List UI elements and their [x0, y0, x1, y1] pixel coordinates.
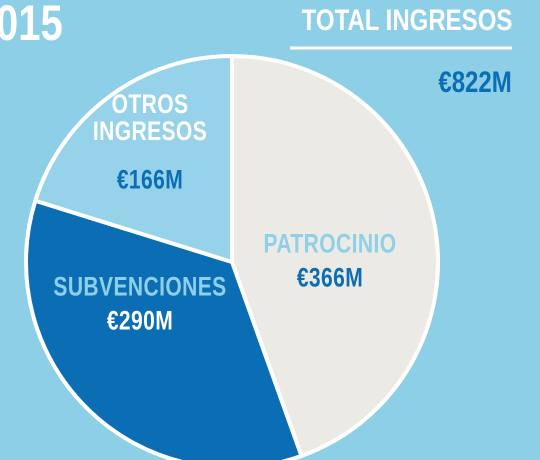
slice-value: €290M [106, 305, 174, 336]
chart-title: 015 [0, 0, 63, 51]
pie-slice [230, 54, 440, 458]
total-name: TOTAL INGRESOS [301, 4, 512, 37]
slice-label: SUBVENCIONES [53, 271, 227, 302]
slice-label: PATROCINIO [263, 228, 397, 259]
pie-slice [24, 198, 304, 460]
slice-value: €366M [296, 262, 364, 293]
pie-slice [33, 54, 234, 264]
total-value: €822M [438, 66, 512, 99]
slice-label: OTROS INGRESOS [92, 89, 208, 146]
slice-value: €166M [116, 164, 184, 195]
